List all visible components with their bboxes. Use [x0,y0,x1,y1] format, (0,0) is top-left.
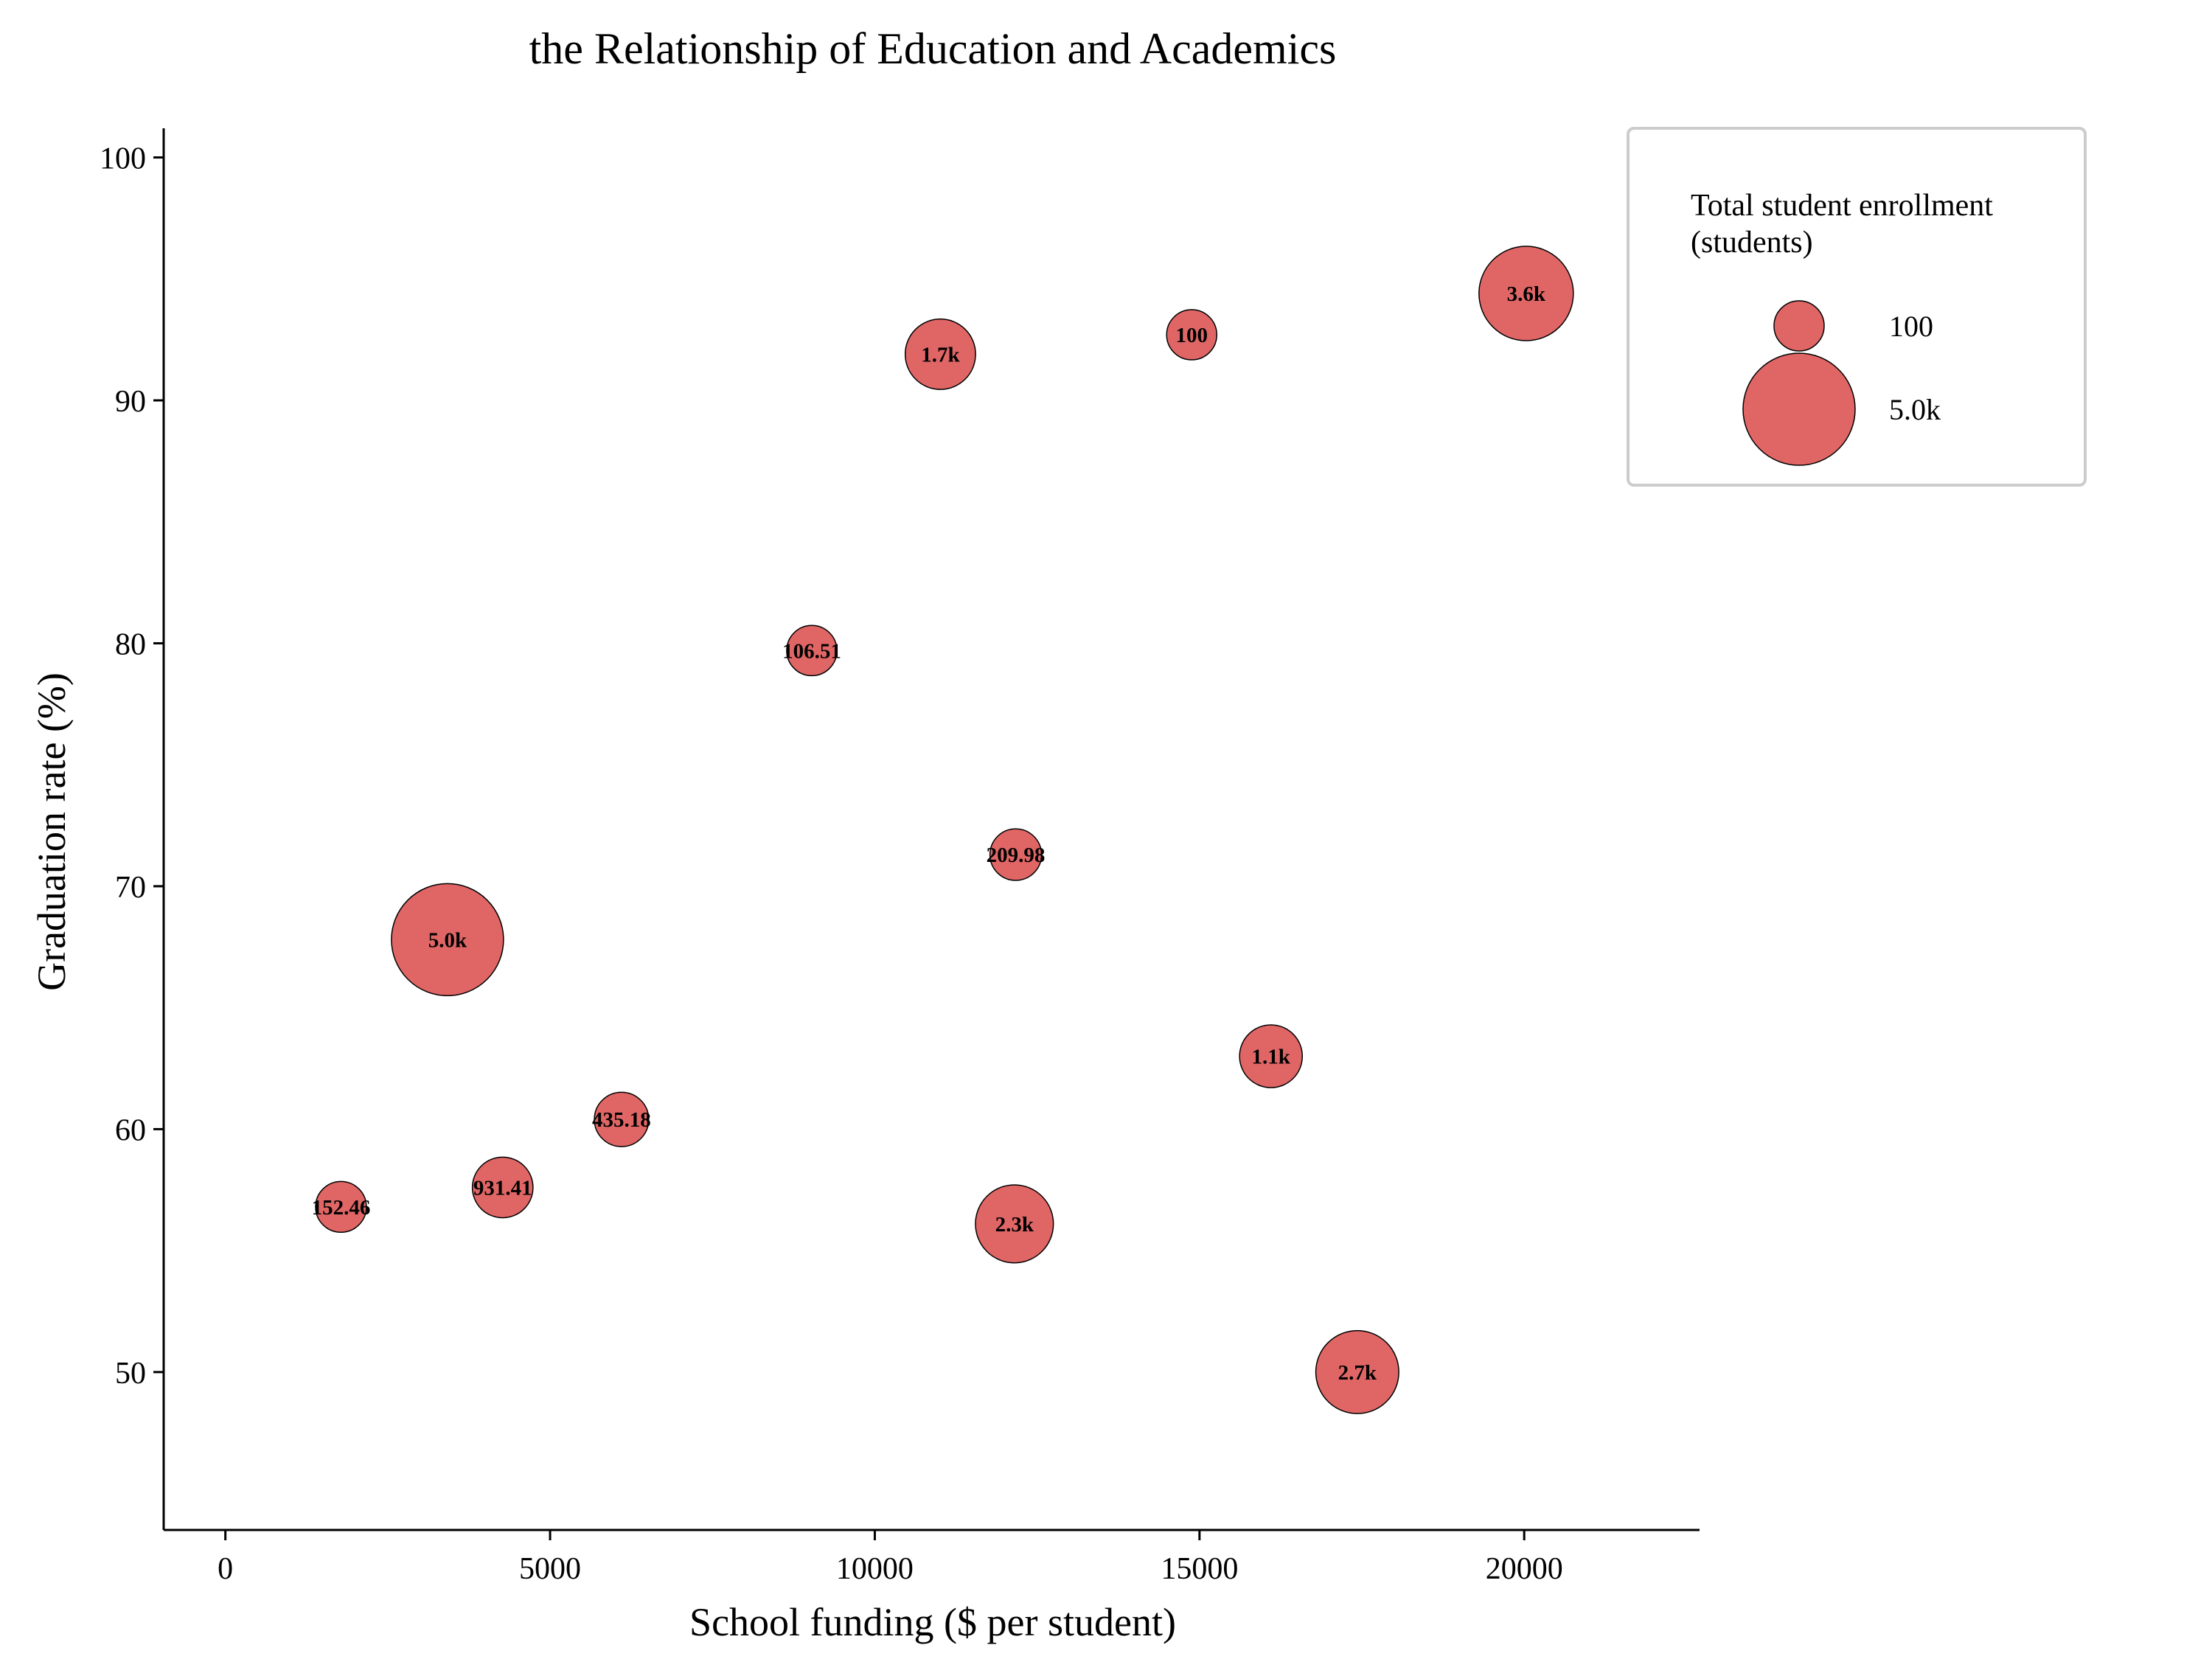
legend: Total student enrollment (students) 100 5.… [1627,127,2087,487]
x-axis-label: School funding ($ per student) [689,1600,1176,1644]
x-tick-label: 5000 [519,1552,581,1586]
bubble [1166,309,1217,361]
bubble [786,625,838,677]
bubble [1315,1329,1399,1414]
y-tick-label: 100 [100,142,146,176]
y-axis: 50 60 70 80 90 100 [100,128,165,1530]
bubble-label: 152.46 [312,1196,371,1220]
legend-title-line: Total student enrollment [1691,189,1993,223]
bubble [315,1180,367,1234]
bubble [1478,246,1574,341]
bubble-label: 1.7k [921,343,960,366]
bubble [904,318,976,390]
bubble [594,1091,650,1147]
x-tick-label: 0 [218,1552,233,1586]
legend-title-line: (students) [1691,226,1813,260]
bubble-label: 435.18 [592,1108,651,1132]
bubble-label: 5.0k [428,928,467,952]
y-tick-label: 70 [115,871,146,905]
bubble [975,1184,1054,1264]
y-tick-label: 80 [115,627,146,661]
legend-item-label: 100 [1889,310,1933,343]
bubble-series [315,246,1574,1414]
bubble-label: 100 [1175,324,1208,347]
bubble-labels: 152.46 5.0k 931.41 435.18 106.51 1.7k 209.98 2.… [312,282,1546,1385]
legend-title: Total student enrollment (students) [1691,189,1993,260]
legend-item-label: 5.0k [1889,393,1941,426]
x-tick-label: 15000 [1161,1552,1238,1586]
bubble [391,883,504,997]
y-tick-label: 90 [115,385,146,419]
legend-bubble [1742,352,1856,466]
bubble-label: 2.7k [1338,1361,1377,1385]
bubble-label: 1.1k [1252,1046,1291,1069]
bubble [471,1156,534,1219]
bubble [989,828,1043,881]
bubble-label: 2.3k [995,1213,1034,1237]
bubble-label: 209.98 [987,844,1046,867]
x-axis: 0 5000 10000 15000 20000 [164,1528,1700,1586]
legend-bubble [1773,300,1825,352]
x-tick-label: 20000 [1486,1552,1563,1586]
bubble [1239,1024,1304,1088]
x-tick-label: 10000 [836,1552,914,1586]
y-axis-label: Graduation rate (%) [29,672,74,991]
bubble-label: 106.51 [782,639,841,663]
bubble-label: 931.41 [473,1176,532,1200]
chart-title: the Relationship of Education and Academ… [529,24,1337,73]
y-tick-label: 50 [115,1357,146,1391]
y-tick-label: 60 [115,1113,146,1147]
bubble-label: 3.6k [1507,282,1546,306]
legend-box [1627,127,2087,487]
